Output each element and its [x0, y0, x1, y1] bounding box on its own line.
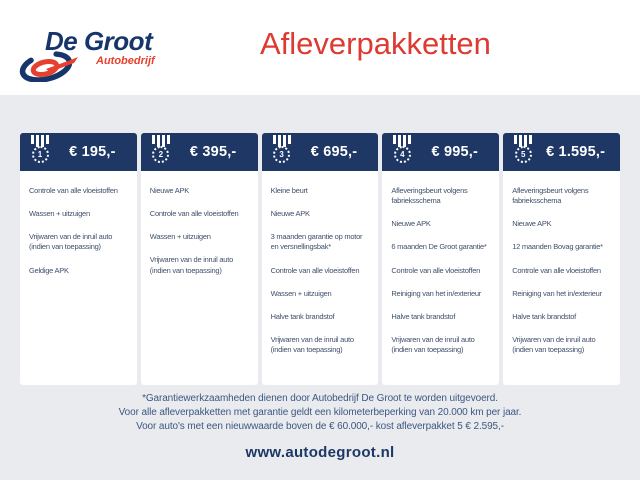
footnote-line: Voor alle afleverpakketten met garantie …: [118, 407, 522, 418]
brand-name: De Groot: [45, 26, 153, 56]
package-item: Halve tank brandstof: [270, 311, 335, 321]
package-item: Kleine beurt: [270, 186, 308, 195]
package-item: 12 maanden Bovag garantie*: [512, 242, 603, 252]
package-item: Afleveringsbeurt volgens fabrieksschema: [512, 186, 589, 206]
brand-subtitle: Autobedrijf: [96, 55, 155, 67]
footnote-line: *Garantiewerkzaamheden dienen door Autob…: [142, 393, 498, 404]
package-item: Afleveringsbeurt volgens fabrieksschema: [391, 186, 468, 206]
medal-number: 1: [37, 149, 43, 159]
package-item: Vrijwaren van de inruil auto (indien van…: [391, 334, 475, 354]
website-link[interactable]: www.autodegroot.nl: [245, 444, 395, 461]
package-item: 3 maanden garantie op motor en versnelli…: [270, 232, 363, 252]
package-item: Vrijwaren van de inruil auto (indien van…: [149, 255, 233, 275]
medal-icon: 4: [390, 133, 414, 163]
package-items: Nieuwe APK Controle van alle vloeistoffen…: [141, 171, 258, 297]
footnote-line: Voor auto's met een nieuwwaarde boven de…: [136, 421, 504, 432]
medal-ribbon-icon: [28, 135, 52, 147]
package-item: Reiniging van het in/exterieur: [391, 288, 482, 298]
package-item: Halve tank brandstof: [391, 311, 456, 321]
medal-number: 4: [400, 149, 405, 159]
content-area: 1 € 195,- Controle van alle vloeistoffen…: [0, 95, 640, 480]
package-header: 5 € 1.595,-: [503, 133, 620, 171]
package-header: 3 € 695,-: [261, 133, 379, 171]
package-price: € 695,-: [310, 144, 358, 160]
package-item: Nieuwe APK: [391, 219, 431, 229]
medal-icon: 1: [28, 133, 52, 163]
package-header: 2 € 395,-: [140, 133, 258, 171]
package-card: 2 € 395,- Nieuwe APK Controle van alle vl…: [140, 133, 258, 385]
package-item: Nieuwe APK: [270, 209, 310, 219]
footnotes: *Garantiewerkzaamheden dienen door Autob…: [0, 392, 640, 434]
medal-number: 2: [158, 149, 164, 159]
package-item: Controle van alle vloeistoffen: [29, 186, 118, 195]
medal-icon: 3: [270, 133, 294, 163]
package-card: 5 € 1.595,- Afleveringsbeurt volgens fab…: [503, 133, 620, 385]
package-item: Controle van alle vloeistoffen: [391, 265, 481, 275]
header: De Groot Autobedrijf Afleverpakketten: [0, 0, 640, 95]
medal-icon: 2: [149, 133, 173, 163]
medal-circle-icon: 4: [393, 146, 411, 163]
package-item: Vrijwaren van de inruil auto (indien van…: [512, 334, 596, 354]
package-item: Nieuwe APK: [512, 219, 552, 229]
package-card: 3 € 695,- Kleine beurt Nieuwe APK 3 maande…: [261, 133, 379, 385]
medal-circle-icon: 5: [514, 146, 532, 163]
package-item: Controle van alle vloeistoffen: [149, 209, 239, 219]
brand-logo: De Groot Autobedrijf: [12, 22, 182, 88]
package-price: € 995,-: [431, 144, 479, 160]
package-items: Controle van alle vloeistoffen Wassen + u…: [20, 171, 137, 297]
package-items: Kleine beurt Nieuwe APK 3 maanden garantie…: [262, 171, 379, 376]
package-item: Controle van alle vloeistoffen: [270, 265, 360, 275]
package-header: 4 € 995,-: [382, 133, 500, 171]
page-title: Afleverpakketten: [260, 26, 491, 61]
package-item: Geldige APK: [29, 265, 69, 275]
package-item: Nieuwe APK: [149, 186, 189, 195]
medal-ribbon-icon: [390, 135, 414, 147]
brand-emblem-icon: [19, 51, 78, 82]
package-item: Vrijwaren van de inruil auto (indien van…: [29, 232, 113, 252]
package-item: Halve tank brandstof: [512, 311, 576, 321]
packages-row: 1 € 195,- Controle van alle vloeistoffen…: [20, 133, 620, 385]
medal-circle-icon: 2: [152, 146, 170, 163]
package-items: Afleveringsbeurt volgens fabrieksschema N…: [382, 171, 499, 376]
package-item: Reiniging van het in/exterieur: [512, 288, 602, 298]
medal-ribbon-icon: [149, 135, 173, 147]
medal-ribbon-icon: [270, 135, 294, 147]
package-card: 4 € 995,- Afleveringsbeurt volgens fabri…: [382, 133, 500, 385]
medal-icon: 5: [511, 133, 535, 163]
package-price: € 195,-: [69, 144, 116, 160]
medal-circle-icon: 3: [273, 146, 291, 163]
medal-circle-icon: 1: [31, 146, 49, 163]
package-item: Vrijwaren van de inruil auto (indien van…: [270, 334, 354, 354]
medal-ribbon-icon: [511, 135, 535, 147]
package-item: Controle van alle vloeistoffen: [512, 265, 601, 275]
package-price: € 395,-: [189, 144, 237, 160]
package-items: Afleveringsbeurt volgens fabrieksschema N…: [503, 171, 620, 376]
package-card: 1 € 195,- Controle van alle vloeistoffen…: [20, 133, 137, 385]
package-price: € 1.595,-: [546, 144, 606, 160]
package-item: Wassen + uitzuigen: [149, 232, 211, 242]
package-header: 1 € 195,-: [20, 133, 137, 171]
medal-number: 5: [520, 149, 526, 159]
medal-number: 3: [279, 149, 284, 159]
package-item: Wassen + uitzuigen: [270, 288, 332, 298]
package-item: Wassen + uitzuigen: [29, 209, 90, 219]
package-item: 6 maanden De Groot garantie*: [391, 242, 487, 252]
